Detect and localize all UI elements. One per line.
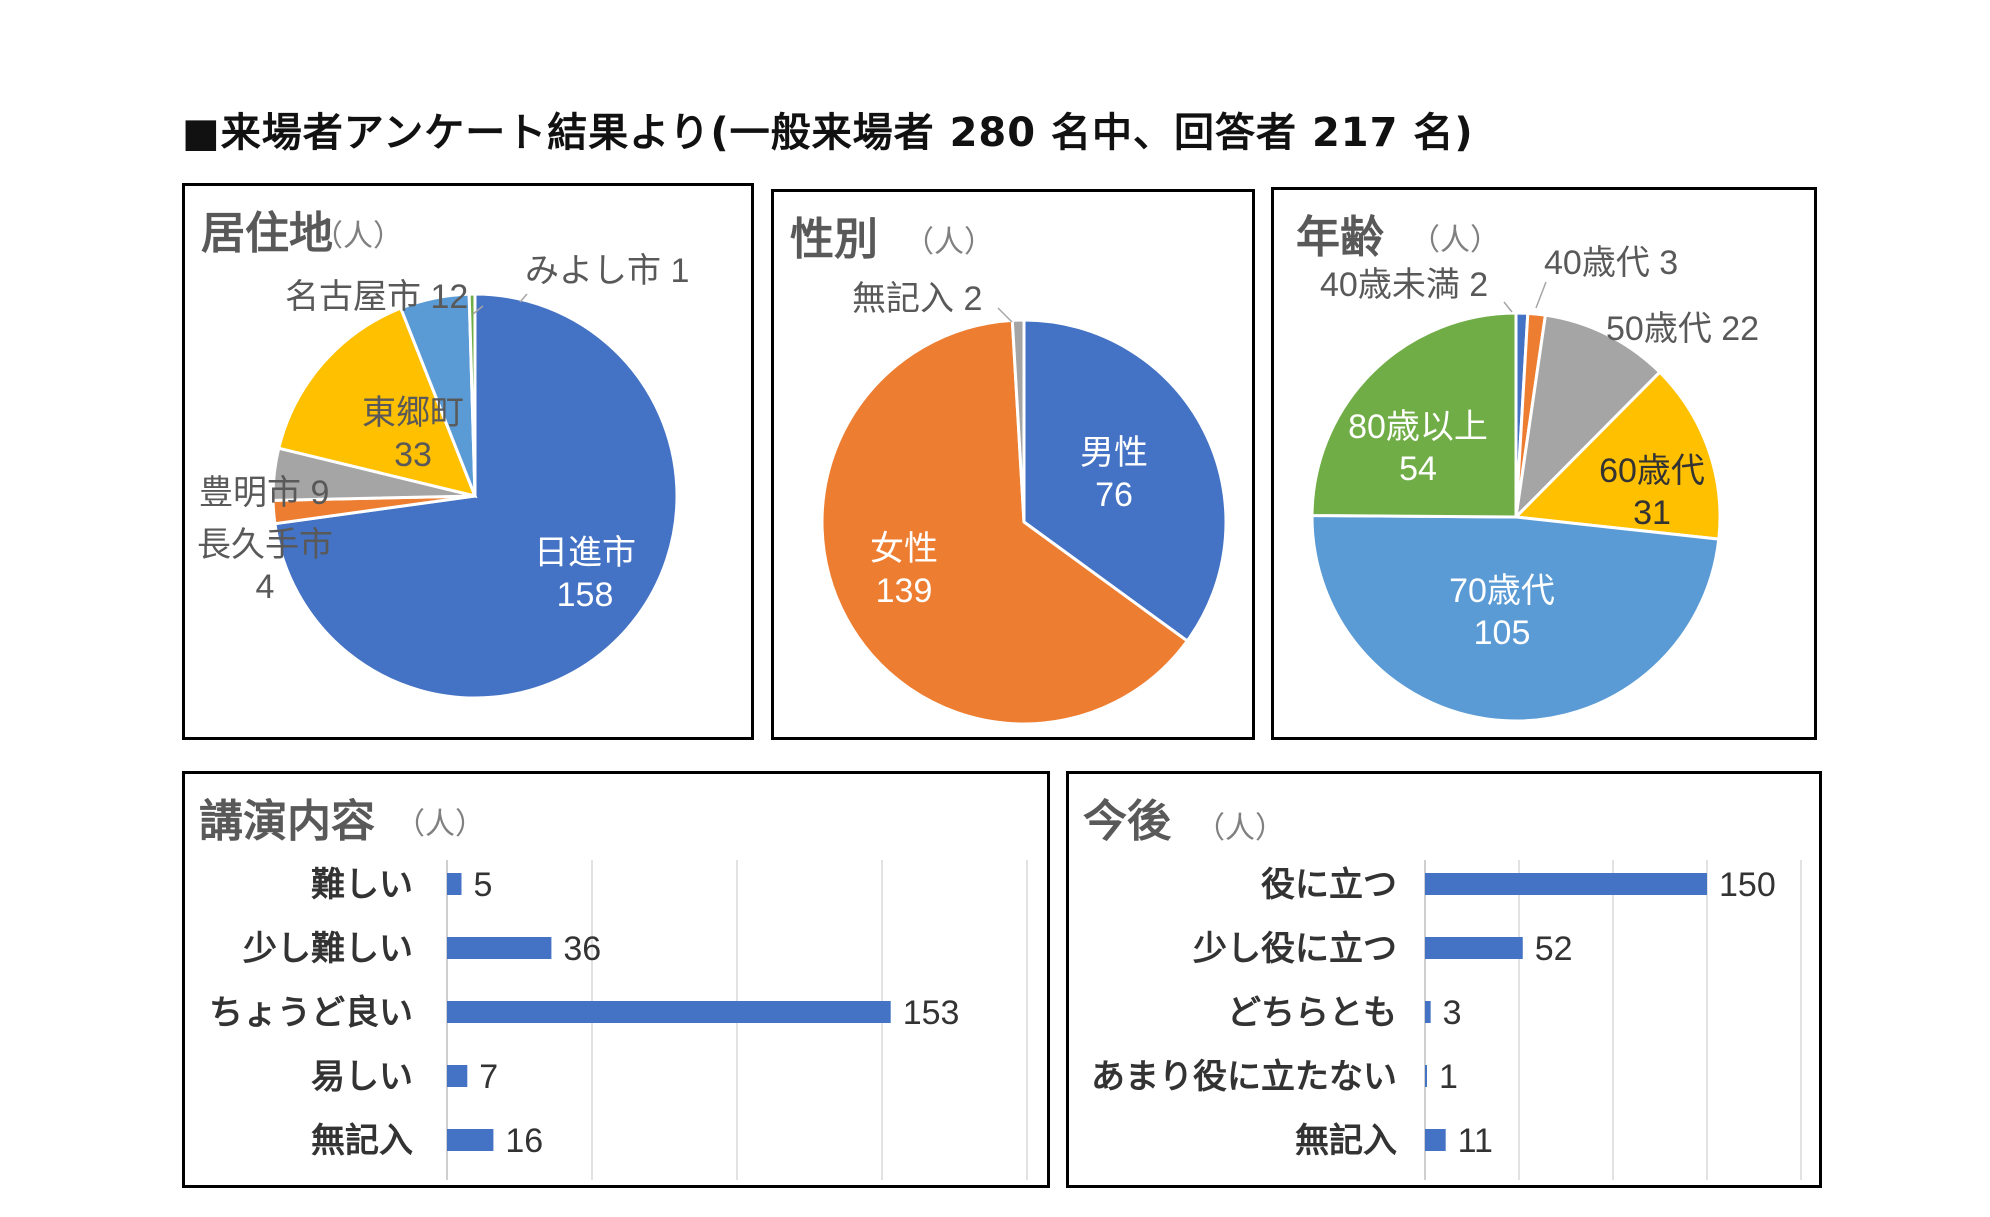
pie-label-みよし市: みよし市 1 — [525, 252, 689, 290]
pie-labels: 日進市 158 長久手市 4 豊明市 9 東郷町 33 名古屋市 12 みよし市 1 — [197, 252, 689, 614]
pie-label-70歳代: 70歳代 105 — [1449, 572, 1555, 652]
gender-chart-panel: 性別 （人） 男性 76 女性 139 無記入 2 — [771, 189, 1255, 740]
value-label: 36 — [563, 930, 601, 968]
age-pie-chart: 年齢 （人） 40歳未満 2 40歳代 3 50歳代 22 60歳代 31 70歳代 105… — [1296, 212, 1759, 723]
category-label: 無記入 — [311, 1121, 413, 1161]
pie-slice-70歳代 — [1310, 514, 1721, 723]
pie-label-豊明市: 豊明市 9 — [199, 474, 329, 512]
pie-label-80歳以上: 80歳以上 54 — [1348, 408, 1488, 488]
bar-plot: 難しい 5 少し難しい 36 ちょうど良い 153 易しい 7 無記入 16 — [209, 860, 1028, 1180]
future-bar-chart: 今後 （人） 役に立つ 150 少し役に立つ 52 どちらとも 3 あまり役に立たない 1 無記… — [1083, 796, 1802, 1180]
chart-unit: （人） — [313, 219, 403, 254]
pie-slices — [271, 292, 679, 700]
pie-labels: 40歳未満 2 40歳代 3 50歳代 22 60歳代 31 70歳代 105 80歳以上 54 — [1320, 244, 1759, 652]
category-label: 少し役に立つ — [1193, 929, 1397, 969]
value-label: 7 — [479, 1058, 498, 1096]
category-label: 難しい — [311, 865, 413, 905]
leader-line — [472, 305, 484, 315]
value-label: 16 — [505, 1122, 543, 1160]
bar-少し役に立つ — [1425, 937, 1523, 959]
pie-label-長久手市: 長久手市 4 — [197, 526, 333, 606]
chart-title: 講演内容 — [199, 796, 375, 847]
value-label: 11 — [1458, 1122, 1493, 1160]
category-label: 易しい — [311, 1057, 413, 1097]
pie-slice-東郷町 — [276, 306, 478, 499]
pie-slice-60歳代 — [1512, 370, 1722, 541]
pie-slice-男性 — [1022, 318, 1228, 644]
gender-pie-chart: 性別 （人） 男性 76 女性 139 無記入 2 — [790, 214, 1228, 726]
leader-line — [1535, 281, 1547, 309]
pie-slice-無記入 — [1010, 318, 1026, 523]
bar-役に立つ — [1425, 873, 1707, 895]
lecture-chart-panel: 講演内容 （人） 難しい 5 少し難しい 36 ちょうど良い 153 易しい 7 無記入 16 — [182, 771, 1050, 1188]
pie-slice-80歳以上 — [1310, 311, 1518, 519]
lecture-bar-chart: 講演内容 （人） 難しい 5 少し難しい 36 ちょうど良い 153 易しい 7 無記入 16 — [199, 796, 1028, 1180]
page-title: ■来場者アンケート結果より(一般来場者 280 名中、回答者 217 名) — [182, 110, 1474, 156]
bar-plot: 役に立つ 150 少し役に立つ 52 どちらとも 3 あまり役に立たない 1 無記入 11 — [1091, 860, 1802, 1180]
pie-labels: 男性 76 女性 139 無記入 2 — [852, 280, 1148, 610]
category-label: 役に立つ — [1261, 865, 1397, 905]
pie-label-50歳代: 50歳代 22 — [1606, 310, 1759, 348]
future-chart-panel: 今後 （人） 役に立つ 150 少し役に立つ 52 どちらとも 3 あまり役に立たない 1 無記… — [1066, 771, 1822, 1188]
value-label: 3 — [1443, 994, 1462, 1032]
pie-slices — [820, 318, 1228, 726]
leader-line — [1503, 301, 1513, 313]
chart-unit: （人） — [395, 807, 485, 842]
chart-title: 今後 — [1083, 796, 1172, 847]
pie-label-名古屋市: 名古屋市 12 — [285, 278, 468, 316]
chart-title: 年齢 — [1296, 212, 1384, 263]
pie-label-無記入: 無記入 2 — [852, 280, 982, 318]
category-label: どちらとも — [1227, 993, 1397, 1033]
chart-unit: （人） — [1195, 811, 1285, 846]
pie-label-女性: 女性 139 — [870, 530, 938, 610]
category-label: あまり役に立たない — [1091, 1057, 1397, 1097]
pie-label-40歳代: 40歳代 3 — [1544, 244, 1678, 282]
residence-pie-chart: 居住地 （人） 日進市 158 長久手市 4 豊明市 9 東郷町 33 名古屋市 12 みよし市… — [197, 208, 689, 700]
pie-slice-みよし市 — [467, 292, 477, 497]
pie-label-40歳未満: 40歳未満 2 — [1320, 266, 1488, 304]
pie-slice-女性 — [820, 318, 1190, 726]
bar-難しい — [447, 873, 462, 895]
value-label: 1 — [1439, 1058, 1458, 1096]
bar-ちょうど良い — [447, 1001, 891, 1023]
bar-あまり役に立たない — [1425, 1065, 1427, 1087]
value-label: 5 — [474, 866, 493, 904]
chart-unit: （人） — [1410, 223, 1500, 258]
pie-slices — [1310, 311, 1722, 723]
category-label: ちょうど良い — [209, 993, 413, 1033]
category-label: 少し難しい — [243, 929, 413, 969]
bar-無記入 — [447, 1129, 494, 1151]
chart-title: 性別 — [790, 214, 878, 265]
pie-slice-50歳代 — [1513, 313, 1662, 522]
bar-易しい — [447, 1065, 468, 1087]
pie-label-男性: 男性 76 — [1080, 434, 1148, 514]
bar-どちらとも — [1425, 1001, 1431, 1023]
leader-line — [997, 307, 1013, 323]
leader-line — [519, 293, 528, 303]
pie-label-日進市: 日進市 158 — [534, 534, 636, 614]
pie-label-60歳代: 60歳代 31 — [1599, 452, 1705, 532]
category-label: 無記入 — [1295, 1121, 1397, 1161]
residence-chart-panel: 居住地 （人） 日進市 158 長久手市 4 豊明市 9 東郷町 33 名古屋市 12 みよし市… — [182, 183, 754, 740]
value-label: 52 — [1535, 930, 1573, 968]
chart-unit: （人） — [904, 225, 994, 260]
chart-title: 居住地 — [201, 208, 333, 259]
value-label: 153 — [903, 994, 960, 1032]
value-label: 150 — [1719, 866, 1776, 904]
pie-label-東郷町: 東郷町 33 — [362, 394, 464, 474]
age-chart-panel: 年齢 （人） 40歳未満 2 40歳代 3 50歳代 22 60歳代 31 70歳代 105… — [1271, 187, 1817, 740]
bar-無記入 — [1425, 1129, 1446, 1151]
bar-少し難しい — [447, 937, 552, 959]
